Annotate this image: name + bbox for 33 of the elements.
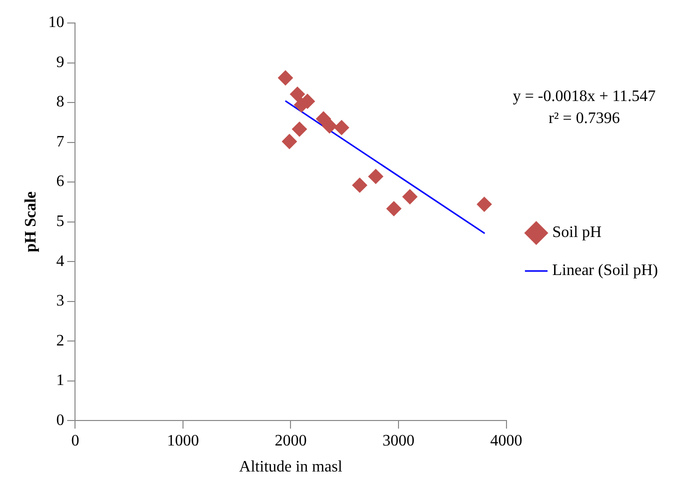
x-tick-label: 4000 [490, 432, 522, 450]
point [402, 189, 418, 204]
point [278, 70, 293, 86]
y-tick-label: 8 [56, 94, 64, 111]
x-tick-label: 2000 [274, 432, 307, 450]
y-tick-label: 0 [56, 412, 64, 429]
point [476, 196, 492, 212]
point [386, 201, 402, 216]
point [368, 168, 384, 184]
y-tick-label: 4 [56, 252, 64, 270]
legend-label: Linear (Soil pH) [552, 262, 658, 280]
y-tick-label: 3 [56, 292, 64, 310]
y-tick-label: 7 [56, 133, 64, 150]
y-tick-label: 2 [56, 332, 64, 350]
point [334, 120, 350, 136]
point [322, 118, 338, 134]
x-tick-label: 0 [71, 432, 80, 450]
point [292, 122, 307, 137]
point [282, 134, 297, 149]
x-axis-title: Altitude in masl [239, 458, 343, 476]
y-tick-label: 9 [56, 54, 64, 71]
y-tick-label: 10 [48, 14, 64, 32]
x-tick-label: 3000 [382, 432, 414, 450]
text: y = -0.0018x + 11.547 [512, 88, 656, 105]
y-tick-label: 1 [56, 372, 64, 390]
legend-label: Soil pH [552, 224, 602, 242]
y-tick-label: 5 [56, 213, 64, 230]
y-axis-title: pH Scale [22, 191, 40, 252]
point [352, 178, 368, 193]
text: r² = 0.7396 [548, 110, 620, 127]
point [290, 86, 305, 102]
y-tick-label: 6 [56, 173, 64, 190]
x-tick-label: 1000 [166, 432, 199, 450]
